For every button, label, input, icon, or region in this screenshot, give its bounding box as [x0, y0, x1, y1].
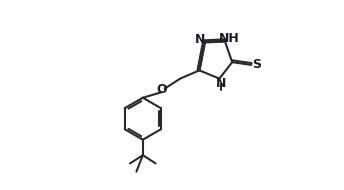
Text: N: N	[216, 77, 226, 90]
Text: O: O	[156, 83, 167, 96]
Text: NH: NH	[218, 32, 239, 45]
Text: S: S	[252, 58, 261, 71]
Text: N: N	[195, 33, 205, 46]
